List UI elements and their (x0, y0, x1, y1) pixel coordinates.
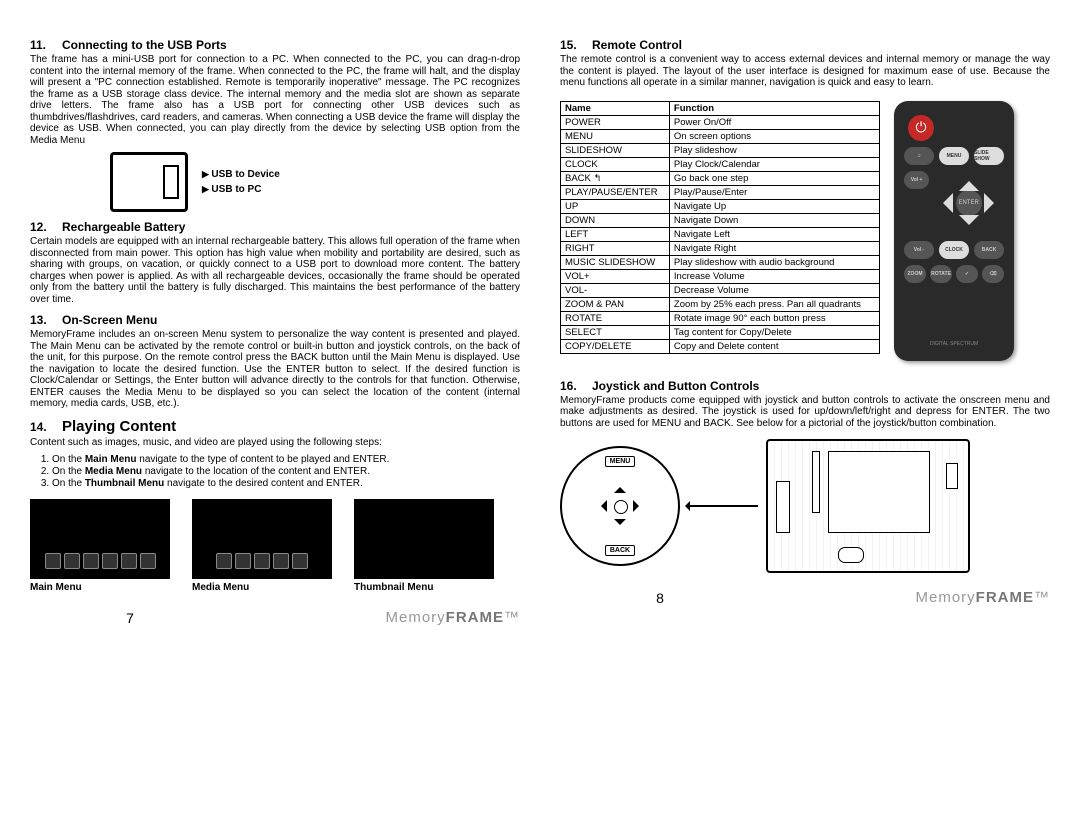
main-menu-thumb (30, 499, 170, 579)
table-row: UPNavigate Up (561, 199, 880, 213)
section-11-head: 11.Connecting to the USB Ports (30, 38, 520, 52)
joystick-closeup: MENU BACK (560, 446, 680, 566)
section-15-head: 15.Remote Control (560, 38, 1050, 52)
page-number-left: 7 (30, 610, 230, 626)
section-14-head: 14.Playing Content (30, 418, 520, 435)
section-13-head: 13.On-Screen Menu (30, 313, 520, 327)
section-14-intro: Content such as images, music, and video… (30, 437, 520, 449)
section-13-body: MemoryFrame includes an on-screen Menu s… (30, 329, 520, 410)
section-12-body: Certain models are equipped with an inte… (30, 236, 520, 305)
remote-brand-text: DIGITAL SPECTRUM (930, 341, 978, 347)
brand-logo-right: MemoryFRAME™ (916, 589, 1051, 606)
table-row: SLIDESHOWPlay slideshow (561, 143, 880, 157)
section-14-steps: On the Main Menu navigate to the type of… (52, 454, 520, 489)
table-row: POWERPower On/Off (561, 115, 880, 129)
table-row: DOWNNavigate Down (561, 213, 880, 227)
usb-diagram: USB to Device USB to PC (110, 152, 520, 212)
right-footer: 8 MemoryFRAME™ (560, 589, 1050, 606)
section-12-head: 12.Rechargeable Battery (30, 220, 520, 234)
table-row: VOL-Decrease Volume (561, 283, 880, 297)
table-row: RIGHTNavigate Right (561, 241, 880, 255)
table-row: PLAY/PAUSE/ENTERPlay/Pause/Enter (561, 185, 880, 199)
joystick-pad-icon (595, 481, 645, 531)
remote-table: Name Function POWERPower On/OffMENUOn sc… (560, 101, 880, 354)
step-2: On the Media Menu navigate to the locati… (52, 466, 520, 477)
page-number-right: 8 (560, 590, 760, 606)
table-row: MENUOn screen options (561, 129, 880, 143)
frame-back-diagram (766, 439, 970, 573)
step-3: On the Thumbnail Menu navigate to the de… (52, 478, 520, 489)
pointer-arrow-icon (688, 505, 758, 507)
media-menu-thumb (192, 499, 332, 579)
table-row: COPY/DELETECopy and Delete content (561, 339, 880, 353)
thumbnail-menu-thumb (354, 499, 494, 579)
table-row: ROTATERotate image 90° each button press (561, 311, 880, 325)
table-row: MUSIC SLIDESHOWPlay slideshow with audio… (561, 255, 880, 269)
section-15-body: The remote control is a convenient way t… (560, 54, 1050, 89)
remote-control-image: ⏻ ♫ MENU SLIDE SHOW Vol + ENTER Vol - (894, 101, 1014, 361)
dpad-icon: ENTER (933, 171, 1004, 235)
usb-to-device-label: USB to Device (202, 169, 280, 180)
usb-to-pc-label: USB to PC (202, 184, 280, 195)
menu-thumbnails: Main Menu Media Menu Thumbnail Menu (30, 499, 520, 593)
section-16-head: 16.Joystick and Button Controls (560, 379, 1050, 393)
table-row: SELECTTag content for Copy/Delete (561, 325, 880, 339)
joystick-diagram: MENU BACK (560, 439, 1050, 573)
table-row: BACK ↰Go back one step (561, 171, 880, 185)
brand-logo-left: MemoryFRAME™ (386, 609, 521, 626)
power-icon: ⏻ (908, 115, 934, 141)
frame-outline-icon (110, 152, 188, 212)
section-16-body: MemoryFrame products come equipped with … (560, 395, 1050, 430)
page-left: 11.Connecting to the USB Ports The frame… (30, 30, 520, 626)
left-footer: 7 MemoryFRAME™ (30, 609, 520, 626)
section-11-body: The frame has a mini-USB port for connec… (30, 54, 520, 146)
step-1: On the Main Menu navigate to the type of… (52, 454, 520, 465)
table-row: VOL+Increase Volume (561, 269, 880, 283)
page-right: 15.Remote Control The remote control is … (560, 30, 1050, 626)
table-row: CLOCKPlay Clock/Calendar (561, 157, 880, 171)
table-row: ZOOM & PANZoom by 25% each press. Pan al… (561, 297, 880, 311)
table-row: LEFTNavigate Left (561, 227, 880, 241)
